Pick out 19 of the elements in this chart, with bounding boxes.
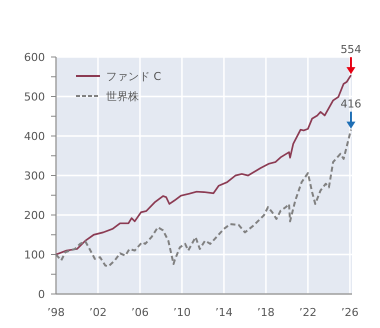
annotation: 416 (340, 98, 362, 111)
y-tick-label: 500 (24, 90, 45, 104)
y-tick-label: 0 (38, 288, 45, 301)
x-tick-label: ’18 (257, 306, 275, 319)
x-tick-label: ’06 (131, 306, 149, 319)
x-tick-label: ’98 (47, 306, 65, 319)
legend-label: ファンド C (106, 70, 162, 83)
x-tick-label: ’14 (215, 306, 233, 319)
x-tick-label: ’02 (89, 306, 107, 319)
y-tick-label: 600 (24, 51, 45, 64)
legend-label: 世界株 (106, 90, 139, 103)
y-tick-label: 400 (24, 130, 45, 143)
x-tick-label: ’26 (341, 306, 359, 319)
annotation: 554 (340, 43, 362, 56)
x-tick-label: ’10 (173, 306, 191, 319)
y-tick-label: 200 (24, 209, 45, 222)
y-tick-label: 100 (24, 248, 45, 262)
y-tick-label: 300 (24, 170, 45, 182)
x-tick-label: ’22 (299, 306, 317, 319)
